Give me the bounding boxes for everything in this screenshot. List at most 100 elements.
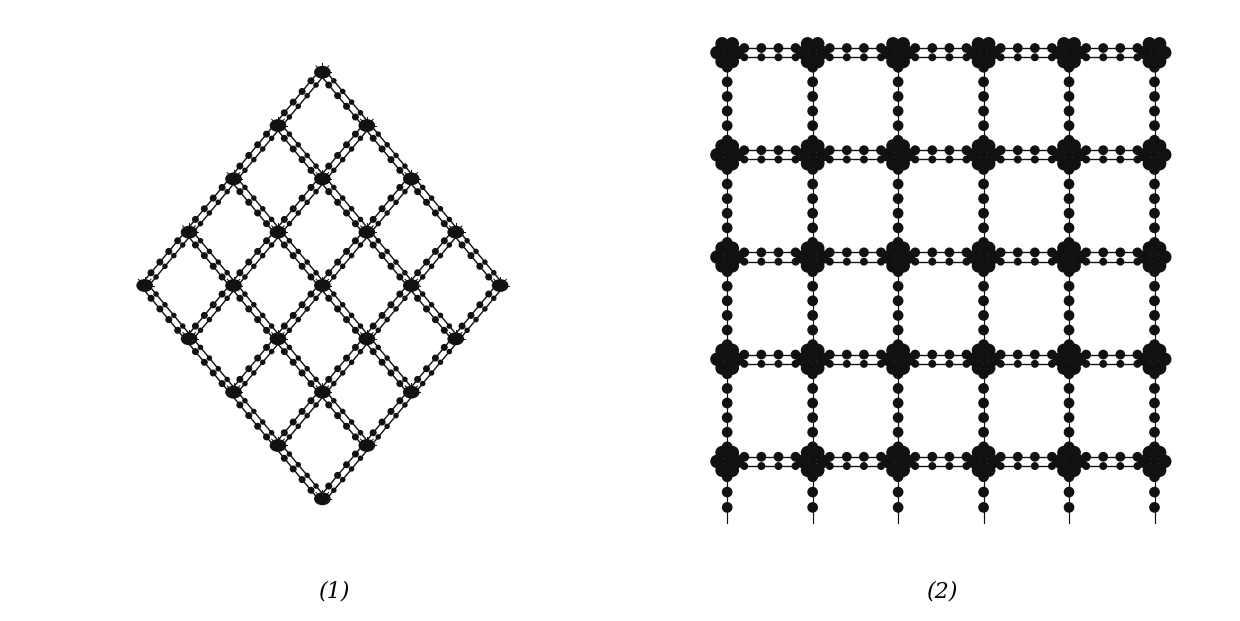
Circle shape	[758, 350, 765, 359]
Circle shape	[887, 140, 899, 152]
Circle shape	[429, 265, 434, 268]
Circle shape	[859, 44, 868, 52]
Circle shape	[243, 381, 247, 386]
Circle shape	[911, 248, 919, 256]
Circle shape	[388, 195, 394, 201]
Circle shape	[723, 121, 732, 130]
Circle shape	[1064, 369, 1074, 378]
Circle shape	[1100, 54, 1106, 61]
Circle shape	[808, 355, 816, 363]
Circle shape	[808, 267, 817, 276]
Circle shape	[314, 378, 319, 381]
Circle shape	[162, 302, 167, 307]
Circle shape	[448, 324, 451, 328]
Circle shape	[928, 453, 936, 461]
Circle shape	[877, 146, 885, 155]
Circle shape	[379, 146, 384, 152]
Circle shape	[962, 350, 971, 359]
Circle shape	[492, 271, 496, 274]
Circle shape	[1149, 442, 1159, 451]
Circle shape	[997, 44, 1004, 52]
Circle shape	[469, 312, 474, 318]
Circle shape	[386, 143, 389, 147]
Circle shape	[243, 399, 247, 403]
Circle shape	[843, 350, 851, 359]
Circle shape	[226, 378, 229, 381]
Circle shape	[792, 156, 799, 163]
Circle shape	[1058, 446, 1070, 458]
Circle shape	[341, 158, 345, 161]
Circle shape	[808, 209, 817, 218]
Circle shape	[796, 149, 808, 161]
Circle shape	[226, 189, 229, 194]
Circle shape	[1149, 135, 1159, 145]
Circle shape	[1074, 353, 1085, 365]
Circle shape	[326, 189, 331, 194]
Circle shape	[290, 360, 296, 365]
Circle shape	[397, 291, 403, 297]
Circle shape	[226, 296, 229, 301]
Circle shape	[812, 465, 823, 476]
Ellipse shape	[360, 440, 374, 451]
Circle shape	[978, 209, 988, 218]
Circle shape	[1068, 140, 1080, 152]
Circle shape	[216, 260, 221, 264]
Circle shape	[314, 403, 319, 407]
Ellipse shape	[226, 386, 241, 398]
Circle shape	[299, 263, 305, 269]
Circle shape	[928, 146, 936, 155]
Circle shape	[982, 140, 994, 152]
Circle shape	[1083, 453, 1090, 461]
Circle shape	[988, 149, 999, 161]
Circle shape	[296, 211, 300, 215]
Circle shape	[894, 49, 901, 57]
Circle shape	[394, 414, 398, 418]
Circle shape	[1149, 194, 1159, 203]
Circle shape	[260, 360, 265, 365]
Circle shape	[1143, 260, 1156, 272]
Circle shape	[281, 110, 288, 116]
Circle shape	[386, 211, 389, 215]
Circle shape	[154, 275, 159, 279]
Circle shape	[157, 306, 162, 312]
Circle shape	[817, 251, 828, 263]
Circle shape	[1013, 453, 1022, 461]
Circle shape	[978, 77, 988, 86]
Circle shape	[255, 355, 260, 361]
Circle shape	[1143, 158, 1156, 170]
Circle shape	[394, 366, 398, 371]
Circle shape	[972, 140, 985, 152]
Ellipse shape	[360, 227, 374, 238]
Circle shape	[978, 121, 988, 130]
Circle shape	[264, 221, 269, 227]
Circle shape	[775, 463, 781, 469]
Circle shape	[727, 242, 738, 254]
Circle shape	[219, 274, 224, 280]
Circle shape	[255, 142, 260, 148]
Circle shape	[486, 274, 491, 280]
Circle shape	[911, 54, 919, 61]
Circle shape	[198, 238, 202, 243]
Circle shape	[350, 360, 353, 365]
Circle shape	[812, 344, 823, 356]
Circle shape	[808, 194, 817, 203]
Circle shape	[465, 238, 469, 243]
Circle shape	[371, 324, 376, 329]
Circle shape	[376, 329, 381, 332]
Circle shape	[290, 99, 296, 105]
Circle shape	[371, 135, 376, 141]
Circle shape	[335, 199, 341, 205]
Circle shape	[878, 258, 884, 265]
Circle shape	[727, 344, 738, 356]
Circle shape	[859, 146, 868, 155]
Circle shape	[1133, 350, 1142, 359]
Circle shape	[742, 156, 748, 163]
Circle shape	[335, 413, 341, 419]
Circle shape	[758, 453, 765, 461]
Circle shape	[335, 473, 341, 478]
Circle shape	[252, 158, 255, 161]
Circle shape	[246, 153, 252, 158]
Circle shape	[861, 361, 867, 367]
Circle shape	[928, 44, 936, 52]
Ellipse shape	[315, 280, 330, 291]
